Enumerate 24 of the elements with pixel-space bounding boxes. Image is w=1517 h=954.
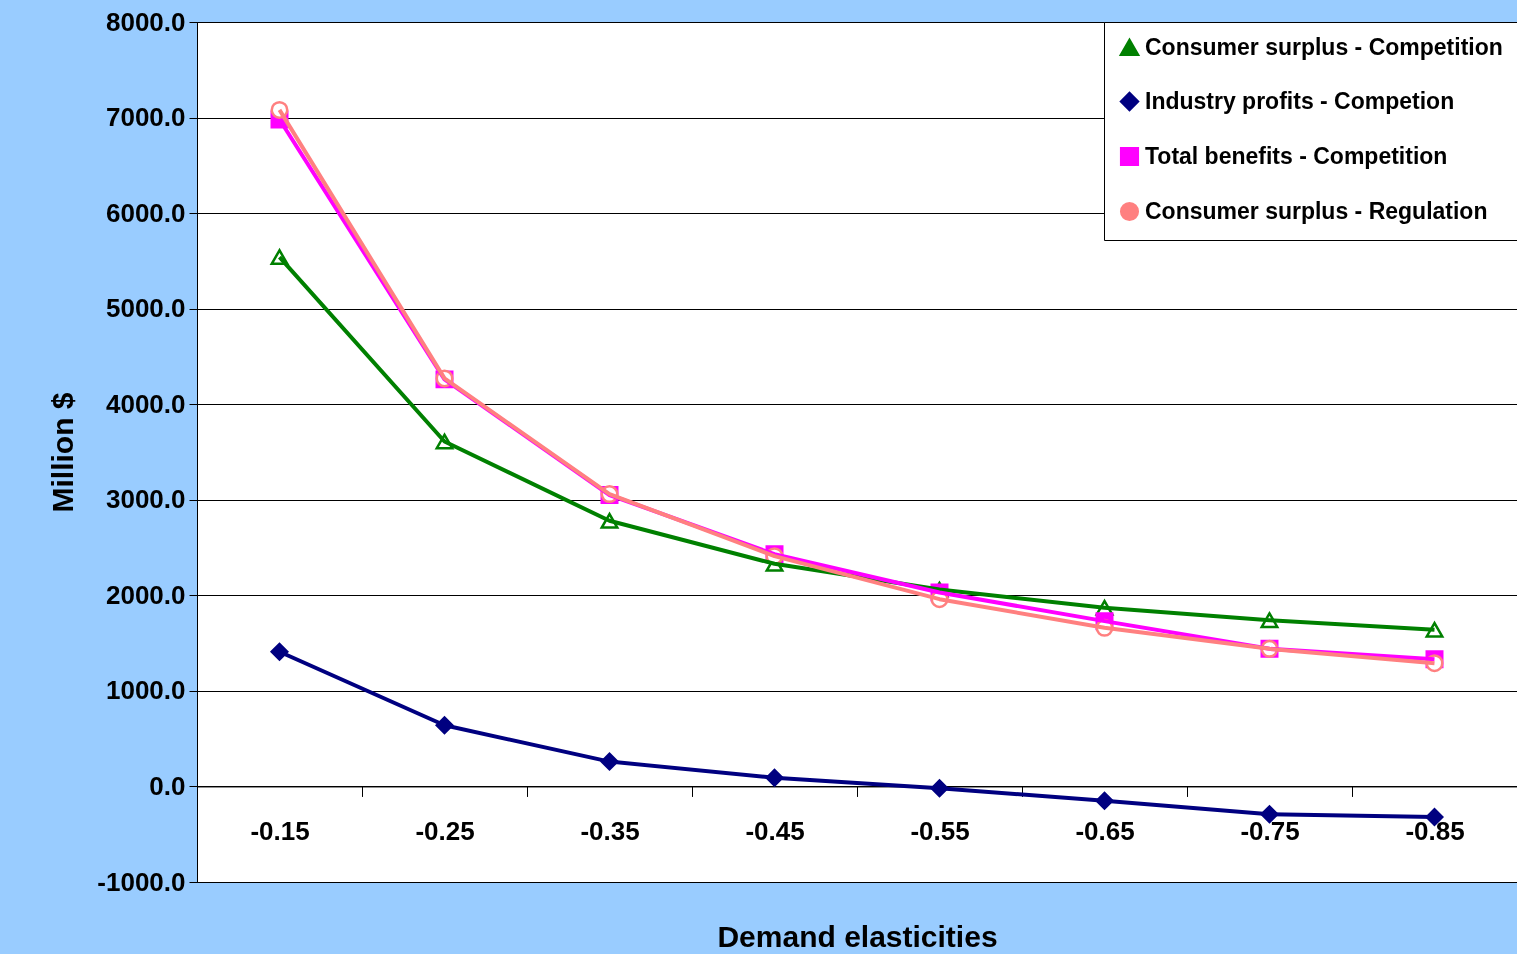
y-tick-label: 4000.0 xyxy=(105,388,186,419)
y-tick-label: 1000.0 xyxy=(105,675,186,706)
y-tick-label: 5000.0 xyxy=(105,293,186,324)
y-tick-label: 2000.0 xyxy=(105,579,186,610)
x-tick-label: -0.45 xyxy=(745,815,805,846)
x-tick-label: -0.35 xyxy=(580,815,640,846)
x-axis-title: Demand elasticities xyxy=(717,919,998,953)
legend-label: Total benefits - Competition xyxy=(1145,142,1448,169)
y-tick-label: -1000.0 xyxy=(97,866,186,897)
x-tick-label: -0.85 xyxy=(1405,815,1465,846)
y-tick-label: 6000.0 xyxy=(105,197,186,228)
x-tick-label: -0.15 xyxy=(250,815,310,846)
x-tick-label: -0.55 xyxy=(910,815,970,846)
y-tick-label: 8000.0 xyxy=(105,6,186,37)
x-tick-label: -0.75 xyxy=(1240,815,1300,846)
y-tick-label: 0.0 xyxy=(149,770,186,801)
x-tick-label: -0.25 xyxy=(415,815,475,846)
y-tick-label: 3000.0 xyxy=(105,484,186,515)
legend-label: Industry profits - Competion xyxy=(1145,87,1455,114)
y-tick-label: 7000.0 xyxy=(105,102,186,133)
x-tick-label: -0.65 xyxy=(1075,815,1135,846)
legend-label: Consumer surplus - Regulation xyxy=(1145,197,1488,224)
y-axis-title: Million $ xyxy=(46,392,80,513)
legend-label: Consumer surplus - Competition xyxy=(1145,33,1503,60)
